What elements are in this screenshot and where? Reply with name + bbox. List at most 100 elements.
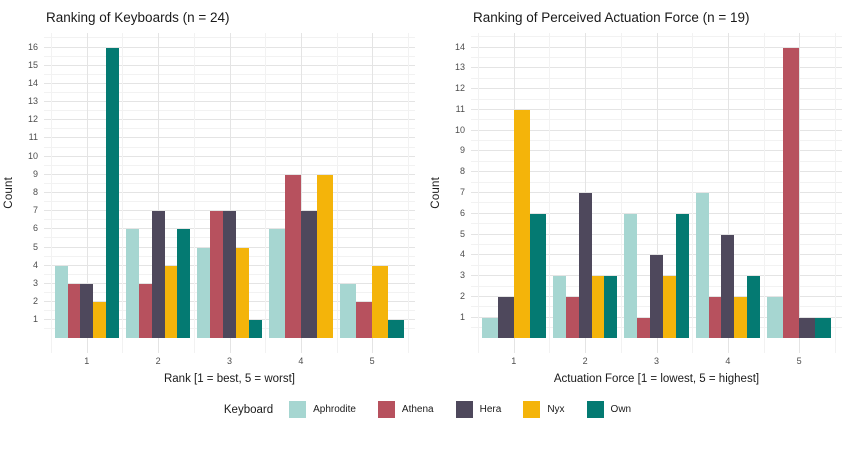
bar-hera-x2 <box>578 193 592 339</box>
bar-aphrodite-x2 <box>126 229 139 339</box>
y-tick-label: 7 <box>459 187 465 197</box>
bar-aphrodite-x2 <box>553 276 566 339</box>
y-tick-label: 11 <box>455 103 465 114</box>
x-axis-title: Rank [1 = best, 5 = worst] <box>163 373 296 385</box>
bar-nyx-x2 <box>591 276 605 339</box>
bar-hera-x2 <box>151 211 165 339</box>
x-axis-ticks: 1 2 3 4 5 <box>471 353 842 368</box>
v-gridline <box>229 33 231 353</box>
y-tick-label: 1 <box>459 311 465 322</box>
y-tick-label: 5 <box>459 228 465 239</box>
bar-nyx-x4 <box>734 296 748 339</box>
bar-athena-x5 <box>356 302 373 339</box>
x-tick-label: 5 <box>796 356 802 366</box>
v-gridline <box>727 33 729 353</box>
bar-athena-x4 <box>284 174 301 339</box>
v-gridline <box>656 33 658 353</box>
x-tick-label: 4 <box>298 356 304 366</box>
bar-own-x5 <box>815 317 832 339</box>
y-tick-label: 8 <box>32 187 38 197</box>
y-tick-label: 4 <box>459 249 465 260</box>
panel-actuation-force: Ranking of Perceived Actuation Force (n … <box>427 0 854 385</box>
bar-hera-x3 <box>223 211 236 339</box>
y-axis-title: Count <box>2 177 15 209</box>
legend-label: Nyx <box>547 404 565 415</box>
y-tick-label: 9 <box>32 168 38 179</box>
bar-own-x1 <box>106 47 119 339</box>
v-gridline <box>122 33 124 353</box>
x-tick-label: 2 <box>155 356 161 366</box>
bar-aphrodite-x4 <box>695 193 709 339</box>
bar-nyx-x5 <box>372 265 389 339</box>
y-tick-label: 7 <box>32 205 38 216</box>
y-tick-label: 8 <box>459 166 465 177</box>
bar-athena-x2 <box>565 296 579 339</box>
legend-entries: Aphrodite Athena Hera Nyx Own <box>289 401 631 418</box>
v-gridline <box>265 33 267 353</box>
v-gridline <box>799 33 801 353</box>
v-gridline <box>372 33 374 353</box>
v-gridline <box>585 33 587 353</box>
x-axis-ticks: 1 2 3 4 5 <box>44 353 415 368</box>
y-tick-label: 6 <box>32 223 38 234</box>
x-tick-label: 3 <box>653 356 660 366</box>
legend-swatch-icon <box>377 401 395 418</box>
bar-athena-x1 <box>67 283 81 339</box>
chart-title: Ranking of Keyboards (n = 24) <box>46 10 230 25</box>
bar-nyx-x3 <box>235 247 249 339</box>
bar-own-x1 <box>529 213 546 339</box>
bar-hera-x5 <box>799 317 816 339</box>
v-gridline <box>158 33 160 353</box>
bar-own-x2 <box>604 276 618 339</box>
y-tick-label: 10 <box>454 124 465 135</box>
y-axis-ticks: 1 2 3 4 5 6 7 8 9 10 11 12 13 14 <box>444 33 471 353</box>
y-tick-label: 3 <box>459 270 465 281</box>
bar-athena-x2 <box>138 283 152 339</box>
bar-athena-x5 <box>783 47 800 339</box>
v-gridline <box>51 33 53 353</box>
plot-area <box>44 33 415 353</box>
legend-label: Own <box>610 404 632 415</box>
bar-nyx-x4 <box>316 174 333 339</box>
legend-label: Athena <box>401 404 434 415</box>
y-tick-label: 13 <box>454 62 465 73</box>
y-tick-label: 3 <box>32 277 38 288</box>
v-gridline <box>193 33 195 353</box>
bar-nyx-x2 <box>164 265 178 339</box>
x-tick-label: 4 <box>725 356 731 366</box>
x-tick-label: 3 <box>226 356 233 366</box>
legend-label: Aphrodite <box>313 404 356 415</box>
y-tick-label: 12 <box>27 114 38 125</box>
y-axis-ticks: 1 2 3 4 5 6 7 8 9 10 11 12 13 14 15 16 <box>17 33 44 353</box>
bar-athena-x3 <box>210 211 224 339</box>
v-gridline <box>300 33 302 353</box>
legend-entry-nyx: Nyx <box>523 401 565 418</box>
legend-swatch-icon <box>289 401 307 418</box>
bar-aphrodite-x5 <box>340 283 357 339</box>
y-tick-label: 14 <box>454 41 465 52</box>
v-gridline <box>834 33 836 353</box>
plot-area <box>471 33 842 353</box>
y-tick-label: 10 <box>27 150 38 161</box>
bar-hera-x1 <box>497 296 514 339</box>
bar-own-x3 <box>248 320 262 339</box>
x-tick-label: 1 <box>511 356 517 366</box>
y-tick-label: 4 <box>32 259 38 270</box>
bar-aphrodite-x3 <box>624 213 638 339</box>
bar-aphrodite-x5 <box>767 296 784 339</box>
bar-nyx-x3 <box>662 276 676 339</box>
legend-title: Keyboard <box>223 403 274 416</box>
x-tick-label: 2 <box>582 356 588 366</box>
v-gridline <box>692 33 694 353</box>
y-tick-label: 6 <box>459 207 465 218</box>
legend-entry-athena: Athena <box>377 401 434 418</box>
bar-aphrodite-x3 <box>197 247 211 339</box>
x-tick-label: 1 <box>84 356 90 366</box>
legend-swatch-icon <box>455 401 473 418</box>
chart-title: Ranking of Perceived Actuation Force (n … <box>473 10 750 25</box>
bar-hera-x4 <box>300 211 317 339</box>
bar-hera-x1 <box>80 283 94 339</box>
y-tick-label: 12 <box>454 83 465 94</box>
